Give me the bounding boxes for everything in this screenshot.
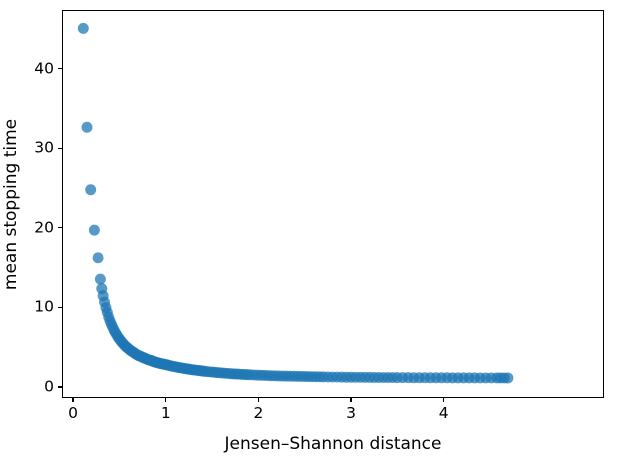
x-tick-label: 2 xyxy=(253,404,264,422)
y-tick-label: 10 xyxy=(34,297,54,316)
y-tick-label: 20 xyxy=(34,218,54,237)
y-tick-mark xyxy=(58,147,62,149)
x-tick-label: 1 xyxy=(160,404,171,422)
x-tick-mark xyxy=(443,398,445,402)
scatter-point xyxy=(92,252,104,264)
y-tick-mark xyxy=(58,227,62,229)
scatter-point xyxy=(77,22,89,34)
scatter-point xyxy=(502,372,514,384)
scatter-point xyxy=(81,121,93,133)
scatter-point xyxy=(94,273,106,285)
x-tick-mark xyxy=(72,398,74,402)
y-tick-mark xyxy=(58,386,62,388)
x-axis-label: Jensen–Shannon distance xyxy=(62,436,604,453)
y-axis-label-text: mean stopping time xyxy=(1,118,22,290)
x-tick-label: 3 xyxy=(346,404,356,422)
scatter-point xyxy=(85,184,97,196)
x-tick-mark xyxy=(350,398,352,402)
scatter-points-layer xyxy=(77,22,514,384)
scatter-point xyxy=(88,224,100,236)
y-tick-mark xyxy=(58,68,62,70)
x-tick-label: 4 xyxy=(438,404,449,422)
y-tick-label: 30 xyxy=(34,138,54,157)
y-tick-label: 40 xyxy=(34,59,54,78)
x-tick-label: 0 xyxy=(68,404,79,422)
x-axis-label-text: Jensen–Shannon distance xyxy=(224,434,442,454)
x-tick-mark xyxy=(257,398,260,402)
y-tick-mark xyxy=(58,306,62,308)
y-tick-label: 0 xyxy=(44,377,54,396)
plot-area xyxy=(62,10,604,398)
x-tick-mark xyxy=(165,398,167,402)
y-axis-label: mean stopping time xyxy=(0,10,24,398)
